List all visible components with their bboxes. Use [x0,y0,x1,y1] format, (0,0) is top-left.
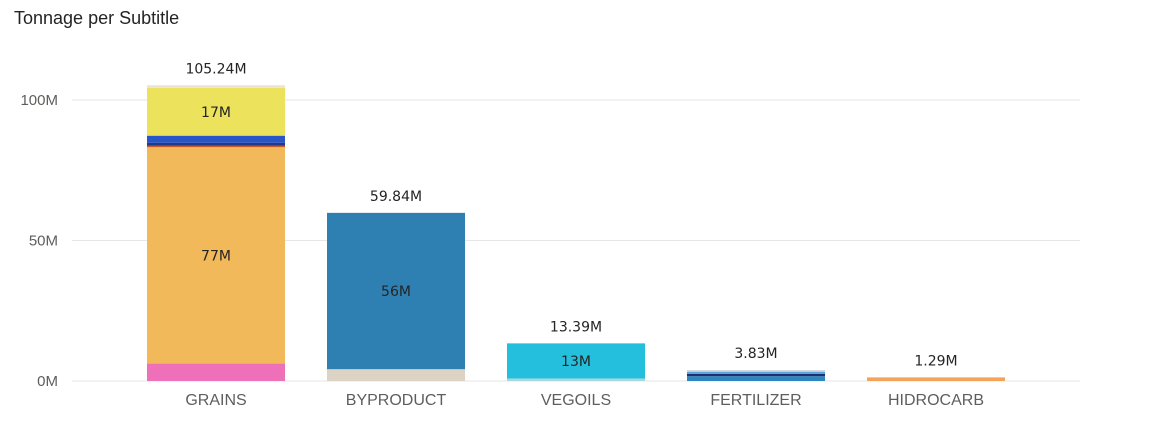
segment-data-label: 56M [381,284,411,300]
bar-total-label: 3.83M [734,346,777,362]
x-category-label: BYPRODUCT [346,392,447,409]
bar-segment[interactable] [147,87,285,136]
x-category-label: FERTILIZER [710,392,801,409]
x-category-label: VEGOILS [541,392,611,409]
segment-data-label: 13M [561,354,591,370]
bar-segment[interactable] [147,147,285,364]
bar-segment[interactable] [507,343,645,379]
bar-segment[interactable] [327,212,465,370]
x-category-label: HIDROCARB [888,392,984,409]
bar-segment[interactable] [507,378,645,381]
y-tick-label: 100M [20,92,58,109]
y-tick-label: 50M [29,233,58,250]
bar-total-label: 13.39M [550,319,602,335]
bar-total-label: 105.24M [185,61,246,77]
x-category-label: GRAINS [185,392,246,409]
bar-segment[interactable] [147,363,285,381]
bar-segment[interactable] [687,371,825,374]
bar-segment[interactable] [327,369,465,381]
bar-segment[interactable] [147,135,285,143]
y-tick-label: 0M [37,373,58,390]
bar-segment[interactable] [687,376,825,381]
bar-total-label: 1.29M [914,353,957,369]
bar-total-label: 59.84M [370,189,422,205]
bar-segment[interactable] [687,373,825,377]
bar-segment[interactable] [147,85,285,88]
bar-segment[interactable] [867,377,1005,381]
bar-segment[interactable] [687,370,825,372]
segment-data-label: 17M [201,105,231,121]
bar-segment[interactable] [147,145,285,148]
segment-data-label: 77M [201,248,231,264]
bar-segment[interactable] [147,142,285,146]
chart-title: Tonnage per Subtitle [14,8,180,28]
